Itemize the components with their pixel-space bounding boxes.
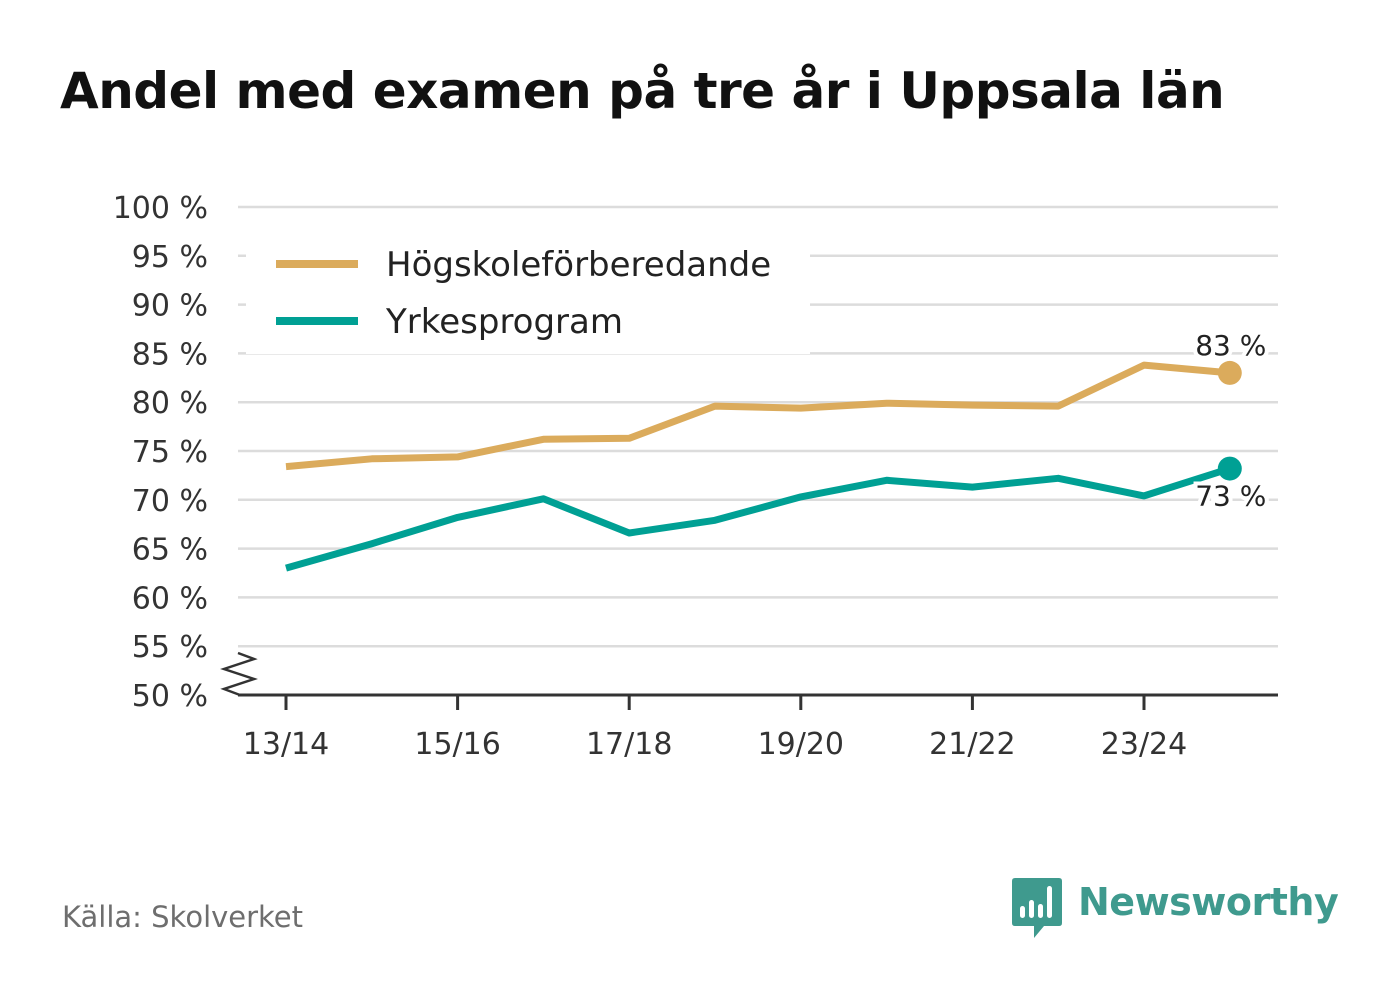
y-tick-label: 70 % (132, 484, 208, 519)
series-lines (285, 360, 1242, 572)
x-tick-label: 17/18 (586, 727, 672, 762)
legend-background (246, 224, 810, 354)
y-tick-label: 50 % (132, 679, 208, 714)
series-line-0 (285, 361, 1231, 471)
y-tick-label: 65 % (132, 533, 208, 568)
source-credit: Källa: Skolverket (62, 900, 304, 934)
brand-name: Newsworthy (1078, 880, 1339, 924)
x-tick-label: 13/14 (243, 727, 329, 762)
y-tick-label: 75 % (132, 435, 208, 470)
y-axis-tick-labels: 50 % 55 % 60 % 65 % 70 % 75 % 80 % 85 % 90 % 95 %… (113, 191, 208, 714)
legend-label-0: Högskoleförberedande (386, 245, 771, 285)
y-tick-label: 60 % (132, 581, 208, 616)
x-axis-tick-labels: 13/14 15/16 17/18 19/20 21/22 23/24 (243, 727, 1187, 762)
y-tick-label: 95 % (132, 240, 208, 275)
y-tick-label: 55 % (132, 630, 208, 665)
end-label-1: 73 % (1195, 480, 1266, 513)
x-tick-label: 19/20 (758, 727, 844, 762)
y-tick-label: 100 % (113, 191, 208, 226)
chart-title: Andel med examen på tre år i Uppsala län (60, 62, 1225, 120)
end-labels: 83 % 73 % (1191, 325, 1270, 517)
legend: Högskoleförberedande Yrkesprogram (246, 224, 810, 354)
brand-logo: Newsworthy (1012, 878, 1339, 940)
y-tick-label: 90 % (132, 289, 208, 324)
series-end-point-0 (1217, 360, 1242, 385)
y-axis-break-icon (220, 651, 258, 697)
series-line-1 (285, 465, 1231, 572)
legend-label-1: Yrkesprogram (385, 302, 623, 342)
x-tick-label: 15/16 (414, 727, 500, 762)
x-tick-label: 23/24 (1101, 727, 1187, 762)
x-tick-label: 21/22 (929, 727, 1015, 762)
y-tick-label: 85 % (132, 337, 208, 372)
y-tick-label: 80 % (132, 386, 208, 421)
series-end-point-1 (1217, 456, 1242, 481)
end-label-0: 83 % (1195, 329, 1266, 362)
x-axis (220, 651, 1278, 710)
bar-chart-speech-bubble-icon (1012, 878, 1062, 938)
